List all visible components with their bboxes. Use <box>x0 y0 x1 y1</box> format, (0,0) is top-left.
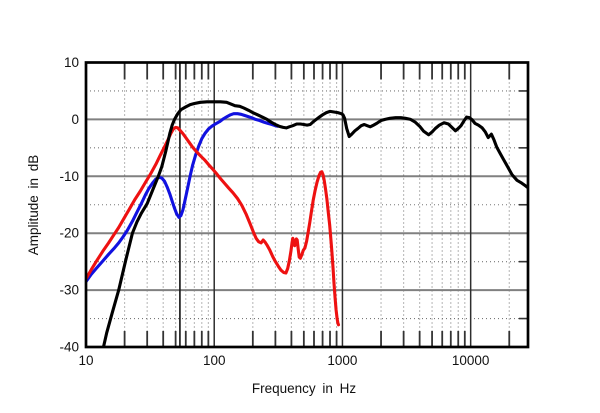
x-tick-label: 10 <box>78 353 93 368</box>
x-tick-label: 1000 <box>327 353 357 368</box>
y-tick-label: -40 <box>59 340 79 355</box>
red-curve <box>86 125 341 327</box>
blue-curve <box>86 112 280 284</box>
plot-border <box>84 61 530 349</box>
axis-tick-marks <box>123 63 527 346</box>
x-tick-label: 10000 <box>452 353 490 368</box>
y-axis-title: Amplitude in dB <box>26 155 41 256</box>
y-tick-label: 10 <box>64 55 79 70</box>
x-tick-labels: 10 100 1000 10000 <box>78 353 489 368</box>
x-tick-label: 100 <box>203 353 226 368</box>
y-tick-label: 0 <box>71 112 79 127</box>
y-tick-label: -30 <box>59 283 79 298</box>
y-tick-label: -20 <box>59 226 79 241</box>
x-axis-title: Frequency in Hz <box>252 381 357 396</box>
black-curve <box>101 100 528 347</box>
minor-gridlines <box>86 62 528 347</box>
y-tick-label: -10 <box>59 169 79 184</box>
y-tick-labels: 10 0 -10 -20 -30 -40 <box>59 55 79 355</box>
response-curves <box>86 100 528 347</box>
